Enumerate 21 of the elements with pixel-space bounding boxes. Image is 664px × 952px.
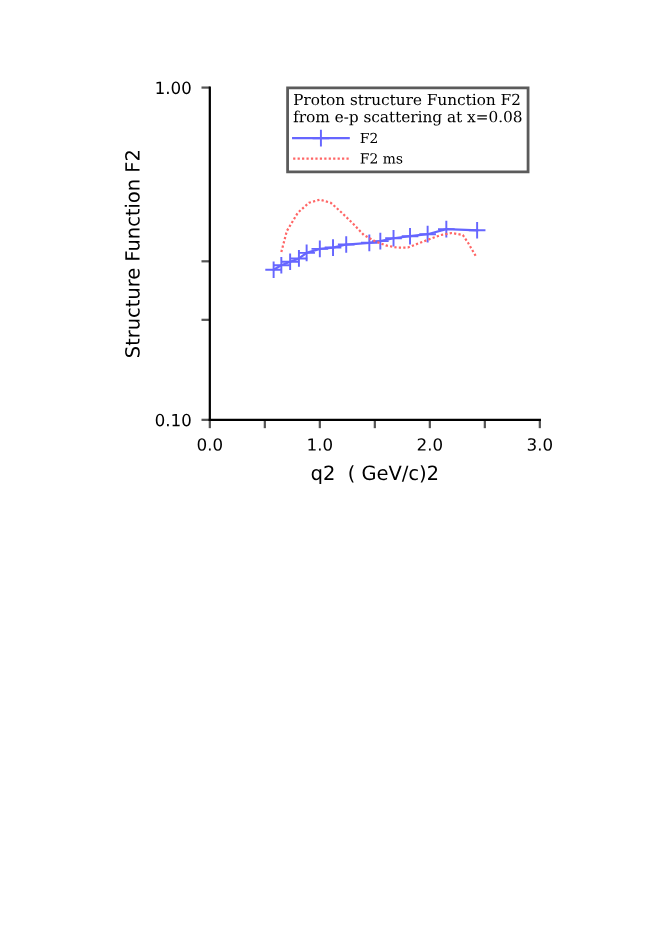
point — [400, 226, 420, 246]
y-axis-title: Structure Function F2 — [124, 151, 140, 357]
point — [297, 243, 316, 263]
x-axis-title: q2 ( GeV/c)2 — [311, 465, 438, 484]
x-tick-label: 0.0 — [197, 438, 222, 451]
point — [467, 220, 487, 240]
point — [371, 231, 390, 251]
point — [360, 233, 379, 253]
y-tick-label: 0.10 — [155, 413, 191, 427]
y-tick-label: 1.00 — [156, 81, 191, 95]
point — [418, 224, 437, 244]
point — [323, 238, 343, 257]
point — [384, 228, 403, 248]
point — [310, 239, 330, 259]
point — [437, 219, 456, 239]
x-tick-label: 2.0 — [417, 438, 442, 451]
x-tick-label: 3.0 — [527, 438, 552, 451]
point — [264, 260, 283, 280]
point — [336, 235, 356, 254]
x-tick-label: 1.0 — [308, 438, 332, 451]
line-series — [280, 198, 478, 258]
